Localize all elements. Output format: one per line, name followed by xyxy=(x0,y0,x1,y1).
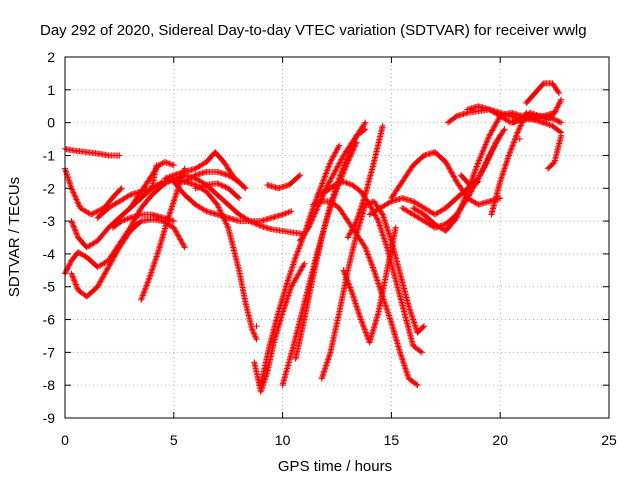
x-tick-label: 5 xyxy=(170,432,178,448)
series-arc-34 xyxy=(523,80,562,106)
series-arc-1 xyxy=(62,145,123,159)
series-arc-9 xyxy=(127,159,177,211)
y-tick-label: -1 xyxy=(43,147,56,163)
series-arc-36 xyxy=(540,119,565,136)
series-arc-24 xyxy=(344,122,386,241)
y-tick-label: -8 xyxy=(43,377,56,393)
axis-ticks: 0 5 10 15 20 25 -9 -8 -7 -6 -5 -4 -3 -2 -1 0 1 2 xyxy=(43,49,617,448)
series-arc-2 xyxy=(62,165,125,218)
series-arc-27 xyxy=(399,132,504,231)
series-arc-35 xyxy=(545,132,565,172)
series-arc-12 xyxy=(181,168,243,185)
x-tick-label: 25 xyxy=(601,432,617,448)
series-arc-17 xyxy=(279,139,360,389)
series-arc-33 xyxy=(510,96,565,126)
y-tick-label: -7 xyxy=(43,344,56,360)
series-isolated xyxy=(253,136,523,330)
y-tick-label: -6 xyxy=(43,312,56,328)
series-arc-8 xyxy=(138,165,188,303)
y-tick-label: 2 xyxy=(47,49,55,65)
series-arc-14 xyxy=(251,260,308,395)
y-tick-label: -4 xyxy=(43,246,56,262)
series-arc-32 xyxy=(488,109,530,218)
chart-title: Day 292 of 2020, Sidereal Day-to-day VTE… xyxy=(40,22,587,39)
series-arc-25 xyxy=(366,178,482,218)
y-tick-label: -5 xyxy=(43,279,56,295)
y-tick-label: -3 xyxy=(43,213,56,229)
series-arc-22 xyxy=(318,198,428,382)
data-series xyxy=(62,80,565,395)
series-arc-28 xyxy=(410,109,547,234)
series-arc-23 xyxy=(340,224,399,346)
y-tick-label: -2 xyxy=(43,180,56,196)
series-arc-4 xyxy=(68,177,260,343)
y-tick-label: 1 xyxy=(47,82,55,98)
series-arc-13 xyxy=(192,180,243,202)
series-arc-29 xyxy=(458,126,508,188)
series-arc-10 xyxy=(170,178,295,225)
grid-lines xyxy=(65,57,609,418)
series-arc-15 xyxy=(264,172,304,192)
y-tick-label: 0 xyxy=(47,115,55,131)
x-tick-label: 15 xyxy=(384,432,400,448)
y-tick-label: -9 xyxy=(43,410,56,426)
series-arc-5 xyxy=(68,216,188,300)
x-axis-title: GPS time / hours xyxy=(278,458,392,475)
x-tick-label: 20 xyxy=(492,432,508,448)
x-tick-label: 0 xyxy=(61,432,69,448)
y-axis-title: SDTVAR / TECUs xyxy=(6,177,23,297)
plot-area-frame xyxy=(64,56,610,419)
x-tick-label: 10 xyxy=(275,432,291,448)
